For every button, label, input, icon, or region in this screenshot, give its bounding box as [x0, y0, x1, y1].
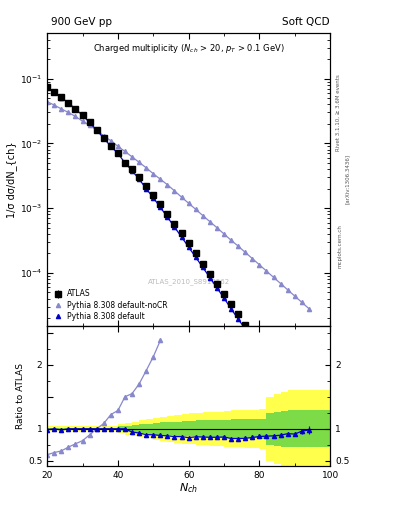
Pythia 8.308 default	[144, 185, 149, 191]
Pythia 8.308 default	[137, 176, 141, 182]
Pythia 8.308 default-noCR	[292, 293, 297, 299]
Pythia 8.308 default	[116, 151, 120, 157]
Pythia 8.308 default	[101, 135, 106, 141]
Pythia 8.308 default-noCR	[229, 237, 233, 243]
Pythia 8.308 default-noCR	[66, 110, 71, 116]
Pythia 8.308 default-noCR	[208, 219, 212, 225]
Pythia 8.308 default-noCR	[257, 262, 262, 268]
Pythia 8.308 default-noCR	[59, 106, 64, 112]
Pythia 8.308 default	[179, 234, 184, 240]
Legend: ATLAS, Pythia 8.308 default-noCR, Pythia 8.308 default: ATLAS, Pythia 8.308 default-noCR, Pythia…	[51, 288, 169, 323]
Pythia 8.308 default-noCR	[250, 255, 255, 262]
Line: Pythia 8.308 default: Pythia 8.308 default	[45, 86, 311, 422]
Pythia 8.308 default	[299, 407, 304, 413]
Pythia 8.308 default	[130, 167, 134, 174]
Pythia 8.308 default-noCR	[215, 225, 219, 231]
Pythia 8.308 default-noCR	[116, 143, 120, 150]
Pythia 8.308 default-noCR	[137, 159, 141, 165]
Text: [arXiv:1306.3436]: [arXiv:1306.3436]	[345, 154, 350, 204]
Pythia 8.308 default-noCR	[130, 154, 134, 160]
Pythia 8.308 default	[215, 285, 219, 291]
Pythia 8.308 default-noCR	[101, 133, 106, 139]
Pythia 8.308 default-noCR	[271, 274, 276, 281]
Pythia 8.308 default	[108, 143, 113, 150]
Y-axis label: Ratio to ATLAS: Ratio to ATLAS	[16, 363, 25, 429]
Pythia 8.308 default-noCR	[299, 300, 304, 306]
Pythia 8.308 default-noCR	[236, 243, 241, 249]
Pythia 8.308 default	[250, 336, 255, 343]
Pythia 8.308 default-noCR	[52, 102, 57, 108]
Pythia 8.308 default	[158, 204, 163, 210]
Pythia 8.308 default	[66, 100, 71, 106]
Pythia 8.308 default-noCR	[158, 176, 163, 182]
Pythia 8.308 default	[285, 387, 290, 393]
Pythia 8.308 default	[186, 244, 191, 250]
Pythia 8.308 default	[200, 264, 205, 270]
Text: mcplots.cern.ch: mcplots.cern.ch	[337, 224, 342, 268]
Pythia 8.308 default-noCR	[200, 212, 205, 219]
Pythia 8.308 default	[172, 224, 177, 230]
Pythia 8.308 default-noCR	[80, 118, 85, 124]
Pythia 8.308 default-noCR	[45, 99, 50, 105]
Pythia 8.308 default-noCR	[144, 165, 149, 171]
Pythia 8.308 default-noCR	[222, 231, 226, 237]
Text: 900 GeV pp: 900 GeV pp	[51, 16, 112, 27]
Pythia 8.308 default	[257, 347, 262, 353]
Pythia 8.308 default	[271, 367, 276, 373]
Pythia 8.308 default	[243, 326, 248, 332]
Pythia 8.308 default	[123, 160, 127, 166]
Pythia 8.308 default	[59, 94, 64, 100]
Pythia 8.308 default-noCR	[307, 306, 311, 312]
Pythia 8.308 default-noCR	[243, 249, 248, 255]
Pythia 8.308 default	[193, 254, 198, 260]
Pythia 8.308 default	[73, 106, 78, 112]
Pythia 8.308 default-noCR	[179, 194, 184, 200]
Pythia 8.308 default	[87, 119, 92, 125]
Text: ATLAS_2010_S8918562: ATLAS_2010_S8918562	[148, 279, 230, 285]
Pythia 8.308 default	[165, 214, 170, 220]
Pythia 8.308 default	[264, 356, 269, 362]
Pythia 8.308 default-noCR	[264, 268, 269, 274]
Pythia 8.308 default	[307, 417, 311, 423]
X-axis label: $N_{ch}$: $N_{ch}$	[179, 481, 198, 495]
Line: Pythia 8.308 default-noCR: Pythia 8.308 default-noCR	[45, 100, 311, 311]
Text: Rivet 3.1.10, ≥ 3.6M events: Rivet 3.1.10, ≥ 3.6M events	[336, 74, 341, 151]
Pythia 8.308 default-noCR	[285, 287, 290, 293]
Pythia 8.308 default-noCR	[186, 200, 191, 206]
Pythia 8.308 default	[222, 295, 226, 301]
Pythia 8.308 default	[278, 377, 283, 383]
Pythia 8.308 default-noCR	[87, 122, 92, 129]
Text: Charged multiplicity ($N_{ch}$ > 20, $p_{T}$ > 0.1 GeV): Charged multiplicity ($N_{ch}$ > 20, $p_…	[93, 42, 285, 55]
Pythia 8.308 default	[45, 84, 50, 91]
Pythia 8.308 default-noCR	[94, 127, 99, 133]
Pythia 8.308 default	[94, 127, 99, 133]
Pythia 8.308 default-noCR	[172, 188, 177, 194]
Pythia 8.308 default-noCR	[151, 170, 156, 177]
Pythia 8.308 default	[80, 112, 85, 118]
Pythia 8.308 default-noCR	[108, 138, 113, 144]
Pythia 8.308 default-noCR	[278, 281, 283, 287]
Pythia 8.308 default-noCR	[165, 182, 170, 188]
Text: Soft QCD: Soft QCD	[283, 16, 330, 27]
Pythia 8.308 default	[292, 397, 297, 403]
Y-axis label: 1/σ dσ/dN_{ch}: 1/σ dσ/dN_{ch}	[6, 141, 17, 218]
Pythia 8.308 default	[236, 316, 241, 322]
Pythia 8.308 default-noCR	[73, 114, 78, 120]
Pythia 8.308 default	[52, 89, 57, 95]
Pythia 8.308 default	[151, 195, 156, 201]
Pythia 8.308 default-noCR	[193, 206, 198, 212]
Pythia 8.308 default	[208, 274, 212, 281]
Pythia 8.308 default	[229, 306, 233, 312]
Pythia 8.308 default-noCR	[123, 148, 127, 155]
